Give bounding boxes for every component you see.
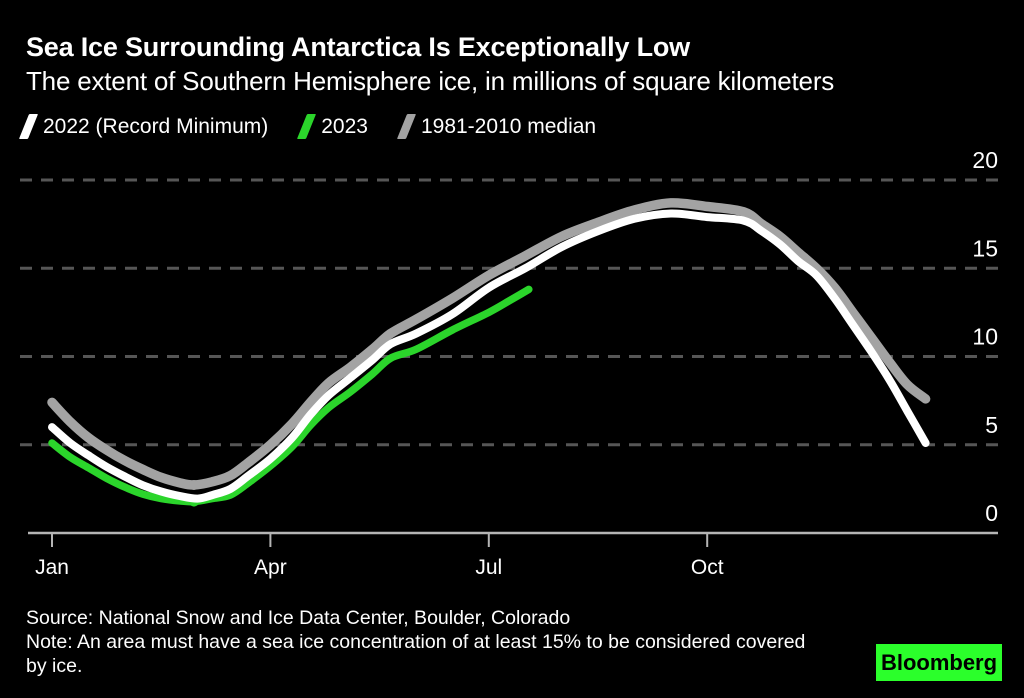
series-line-2023	[48, 285, 533, 506]
chart-footer: Source: National Snow and Ice Data Cente…	[26, 606, 806, 678]
y-tick-label-10: 10	[972, 324, 998, 350]
bloomberg-logo-text: Bloomberg	[880, 649, 998, 675]
y-tick-label-5: 5	[985, 412, 998, 438]
source-text: Source: National Snow and Ice Data Cente…	[26, 607, 571, 629]
legend-label-2022: 2022 (Record Minimum)	[43, 114, 269, 138]
legend-item-2023: 2023	[297, 114, 368, 139]
y-tick-label-20: 20	[972, 147, 998, 173]
x-tick-label-Jul: Jul	[475, 556, 502, 579]
legend-label-median: 1981-2010 median	[420, 114, 597, 138]
chart-legend: 2022 (Record Minimum) 2023 1981-2010 med…	[18, 114, 597, 139]
legend-item-2022: 2022 (Record Minimum)	[18, 114, 269, 139]
note-text: Note: An area must have a sea ice concen…	[26, 631, 806, 677]
legend-item-median: 1981-2010 median	[396, 114, 597, 139]
page-title: Sea Ice Surrounding Antarctica Is Except…	[26, 32, 690, 62]
x-tick-label-Apr: Apr	[254, 556, 287, 579]
x-tick-label-Oct: Oct	[691, 556, 724, 579]
legend-label-2023: 2023	[321, 114, 368, 138]
minimum-marker-1981-2010-median	[188, 479, 199, 490]
y-tick-label-0: 0	[985, 500, 998, 526]
y-tick-label-15: 15	[972, 235, 998, 261]
series-line-1981-2010-median	[47, 198, 931, 490]
page-subtitle: The extent of Southern Hemisphere ice, i…	[26, 66, 835, 96]
bloomberg-logo: Bloomberg	[876, 644, 1002, 681]
series-line-2022-record-minimum-	[48, 209, 930, 503]
x-tick-label-Jan: Jan	[35, 556, 69, 579]
